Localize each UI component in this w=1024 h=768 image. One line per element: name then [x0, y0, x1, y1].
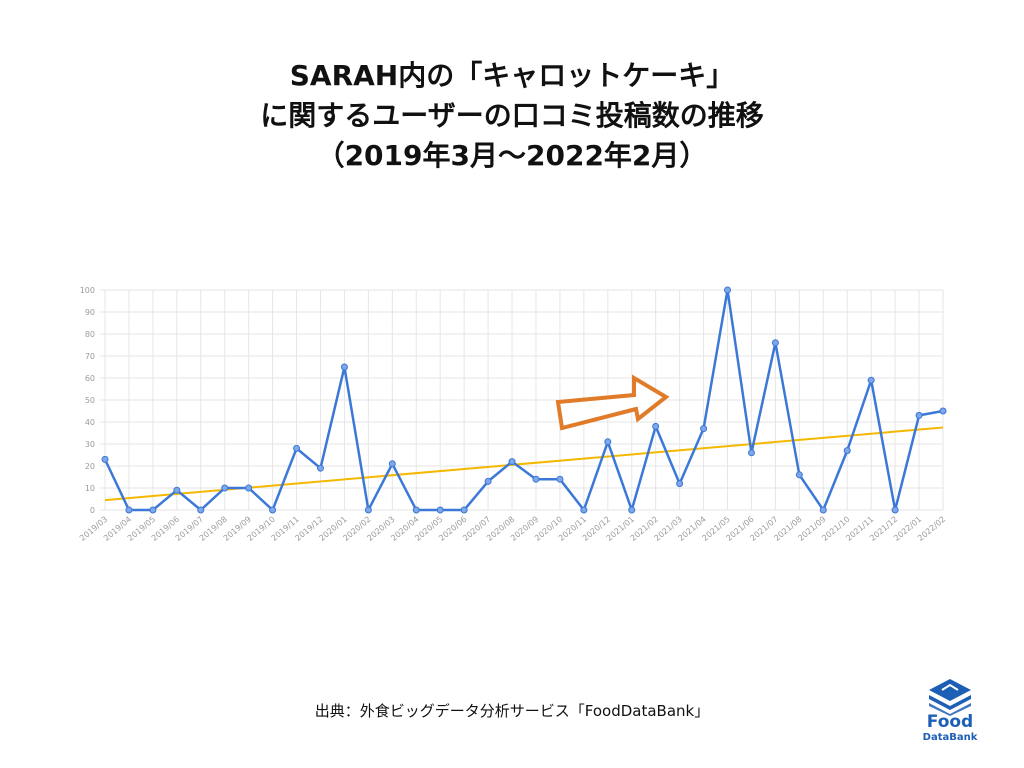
y-tick-label: 80 [85, 330, 95, 339]
data-point [724, 286, 732, 294]
data-point [388, 460, 396, 468]
data-point [125, 506, 133, 514]
series-line [103, 288, 944, 512]
y-tick-label: 30 [85, 440, 95, 449]
data-point [700, 425, 708, 433]
data-point [460, 506, 468, 514]
data-point [436, 506, 444, 514]
y-tick-label: 50 [85, 396, 95, 405]
data-point [939, 407, 947, 415]
data-point [676, 480, 684, 488]
data-point [604, 438, 612, 446]
y-tick-label: 60 [85, 374, 95, 383]
stacked-layers-icon [929, 679, 971, 716]
logo-databank-text: DataBank [922, 732, 978, 743]
data-point [340, 363, 348, 371]
source-caption: 出典：外食ビッグデータ分析サービス「FoodDataBank」 [314, 702, 710, 720]
data-point [843, 447, 851, 455]
y-tick-label: 100 [80, 286, 95, 295]
data-point [316, 464, 324, 472]
data-point [101, 455, 109, 463]
data-point [867, 376, 875, 384]
logo-food-text: Food [926, 712, 974, 732]
data-point [915, 411, 923, 419]
title-line-1: SARAH内の「キャロットケーキ」 [289, 59, 735, 92]
data-point [580, 506, 588, 514]
y-tick-label: 20 [85, 462, 95, 471]
data-point [412, 506, 420, 514]
title-line-2: に関するユーザーの口コミ投稿数の推移 [260, 99, 764, 132]
chart-title: SARAH内の「キャロットケーキ」 に関するユーザーの口コミ投稿数の推移 （20… [0, 56, 1024, 176]
data-point [221, 484, 229, 492]
y-tick-label: 70 [85, 352, 95, 361]
annotation-arrow [555, 374, 670, 431]
data-point [508, 458, 516, 466]
y-tick-label: 90 [85, 308, 95, 317]
data-point [197, 506, 205, 514]
data-point [652, 422, 660, 430]
fooddatabank-logo: Food DataBank [915, 676, 985, 746]
data-point [747, 449, 755, 457]
data-point [532, 475, 540, 483]
data-point [245, 484, 253, 492]
data-point [556, 475, 564, 483]
title-line-3: （2019年3月〜2022年2月） [316, 139, 708, 172]
data-point [484, 477, 492, 485]
y-tick-label: 0 [90, 506, 95, 515]
data-point [628, 506, 636, 514]
data-point [891, 506, 899, 514]
y-tick-label: 10 [85, 484, 95, 493]
data-point [819, 506, 827, 514]
y-tick-label: 40 [85, 418, 95, 427]
data-point [173, 486, 181, 494]
data-point [364, 506, 372, 514]
data-point [149, 506, 157, 514]
data-point [771, 339, 779, 347]
data-point [269, 506, 277, 514]
data-point [795, 471, 803, 479]
data-point [293, 444, 301, 452]
